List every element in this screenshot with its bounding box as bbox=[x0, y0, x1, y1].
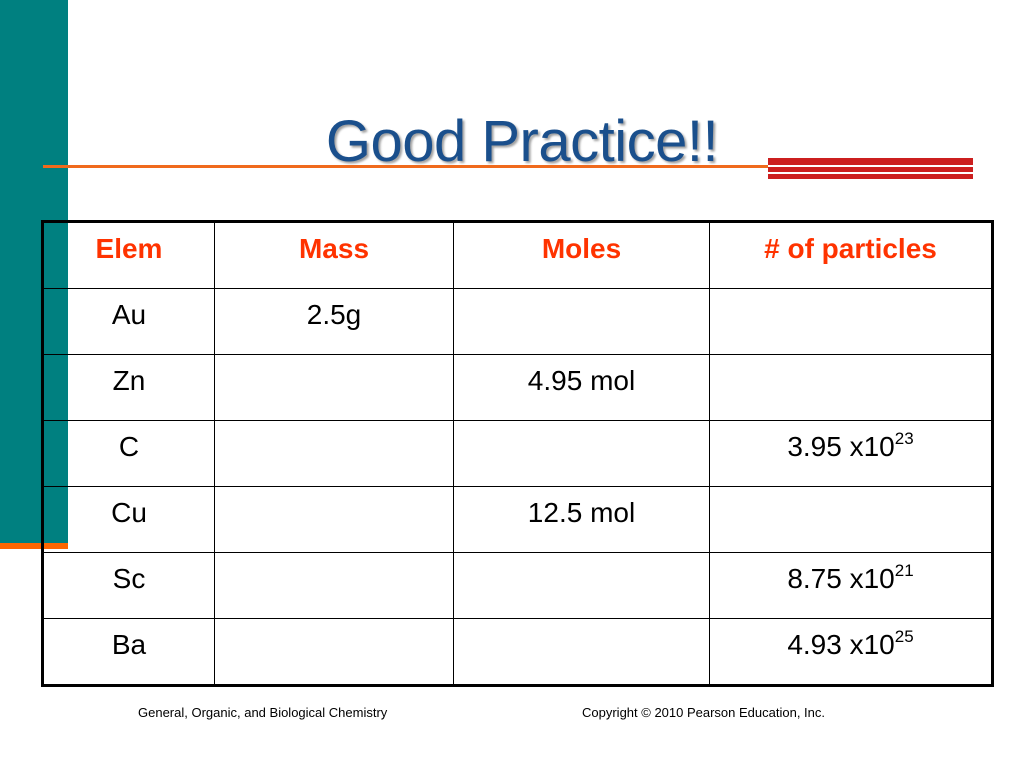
table-header-row: Elem Mass Moles # of particles bbox=[42, 221, 993, 289]
cell-particles bbox=[709, 486, 993, 553]
cell-particles: 8.75 x1021 bbox=[709, 552, 993, 619]
particles-value: 8.75 x10 bbox=[787, 563, 895, 594]
cell-mass bbox=[214, 486, 454, 553]
cell-particles: 4.93 x1025 bbox=[709, 618, 993, 686]
cell-particles bbox=[709, 288, 993, 355]
cell-particles bbox=[709, 354, 993, 421]
footer-book-title: General, Organic, and Biological Chemist… bbox=[138, 705, 388, 720]
footer-copyright: Copyright © 2010 Pearson Education, Inc. bbox=[582, 705, 826, 720]
header-moles: Moles bbox=[453, 221, 710, 289]
cell-moles bbox=[453, 288, 710, 355]
red-decor-rule bbox=[768, 174, 973, 179]
header-elem: Elem bbox=[42, 221, 215, 289]
header-mass: Mass bbox=[214, 221, 454, 289]
cell-mass bbox=[214, 420, 454, 487]
header-particles: # of particles bbox=[709, 221, 993, 289]
particles-exponent: 21 bbox=[894, 561, 914, 580]
cell-moles bbox=[453, 618, 710, 686]
cell-mass bbox=[214, 354, 454, 421]
cell-mass bbox=[214, 618, 454, 686]
cell-elem: Zn bbox=[42, 354, 215, 421]
particles-value: 3.95 x10 bbox=[787, 431, 895, 462]
cell-particles: 3.95 x1023 bbox=[709, 420, 993, 487]
cell-elem: Au bbox=[42, 288, 215, 355]
cell-elem: Sc bbox=[42, 552, 215, 619]
orange-accent-bar bbox=[0, 543, 68, 549]
red-decor-rule bbox=[768, 158, 973, 165]
cell-elem: C bbox=[42, 420, 215, 487]
table-row: C 3.95 x1023 bbox=[42, 420, 993, 487]
cell-moles: 4.95 mol bbox=[453, 354, 710, 421]
cell-moles: 12.5 mol bbox=[453, 486, 710, 553]
red-decor-rule bbox=[768, 167, 973, 172]
slide-title: Good Practice!! bbox=[325, 109, 719, 174]
title-underline bbox=[43, 165, 768, 168]
table-row: Sc 8.75 x1021 bbox=[42, 552, 993, 619]
cell-elem: Ba bbox=[42, 618, 215, 686]
cell-moles bbox=[453, 420, 710, 487]
table-row: Au 2.5g bbox=[42, 288, 993, 355]
cell-mass: 2.5g bbox=[214, 288, 454, 355]
cell-moles bbox=[453, 552, 710, 619]
cell-mass bbox=[214, 552, 454, 619]
table-row: Ba 4.93 x1025 bbox=[42, 618, 993, 686]
table-row: Cu 12.5 mol bbox=[42, 486, 993, 553]
cell-elem: Cu bbox=[42, 486, 215, 553]
table-row: Zn 4.95 mol bbox=[42, 354, 993, 421]
particles-exponent: 25 bbox=[894, 627, 914, 646]
practice-table: Elem Mass Moles # of particles Au 2.5g Z… bbox=[41, 220, 994, 687]
particles-value: 4.93 x10 bbox=[787, 629, 895, 660]
particles-exponent: 23 bbox=[894, 429, 914, 448]
